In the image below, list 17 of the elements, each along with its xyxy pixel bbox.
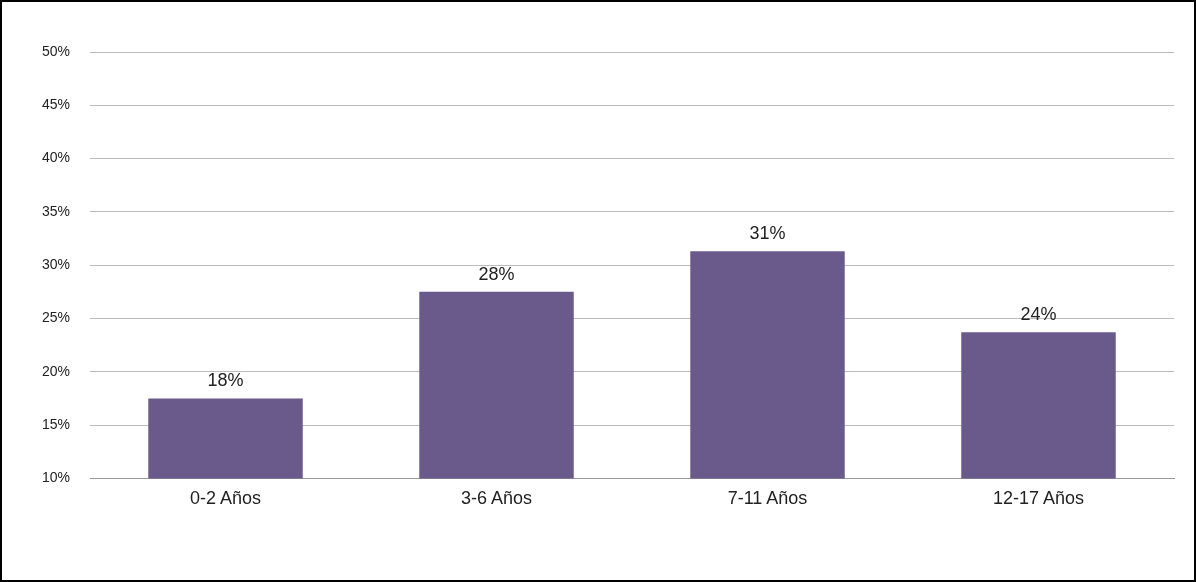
x-tick-label: 7-11 Años — [727, 488, 808, 509]
y-tick-label: 45% — [41, 96, 71, 113]
data-label: 28% — [478, 263, 515, 284]
x-tick-label: 3-6 Años — [460, 488, 533, 509]
data-label: 31% — [749, 223, 786, 244]
y-tick-label: 20% — [41, 362, 71, 379]
y-tick-label: 30% — [41, 256, 71, 273]
y-tick-label: 25% — [41, 309, 71, 326]
y-tick-label: 10% — [41, 469, 71, 486]
y-tick-label: 50% — [41, 42, 71, 59]
x-tick-label: 0-2 Años — [189, 488, 262, 509]
data-label: 24% — [1020, 304, 1057, 325]
y-tick-label: 40% — [41, 149, 71, 166]
x-tick-label: 12-17 Años — [992, 488, 1085, 509]
y-tick-label: 15% — [41, 415, 71, 432]
data-label: 18% — [207, 370, 244, 391]
y-tick-label: 35% — [41, 202, 71, 219]
